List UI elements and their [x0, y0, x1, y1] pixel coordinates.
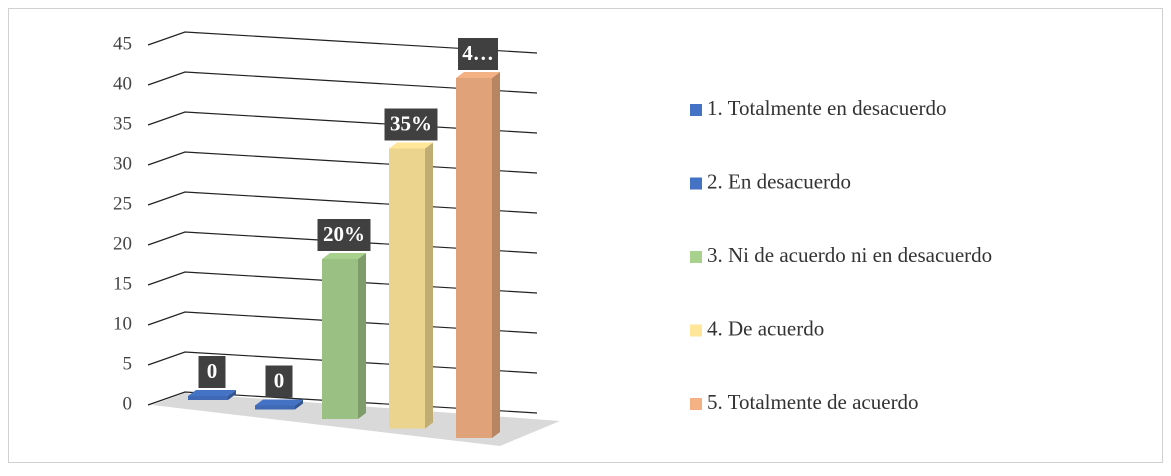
grid-line	[147, 31, 538, 54]
bar	[389, 142, 433, 429]
bar-side	[492, 72, 500, 438]
grid-line	[147, 71, 538, 94]
data-label: 35%	[390, 111, 432, 135]
bar-top	[322, 253, 366, 259]
legend-swatch	[690, 324, 702, 337]
bar-top	[188, 390, 236, 396]
bar-side	[228, 390, 236, 400]
data-label-box	[265, 365, 293, 398]
y-tick-label: 45	[113, 33, 132, 54]
legend-swatch	[690, 104, 702, 116]
data-label: 0	[207, 359, 218, 383]
data-label: 4…	[462, 41, 494, 65]
data-label-box	[458, 38, 498, 70]
bar-top	[255, 399, 303, 406]
bar-front	[456, 78, 492, 438]
legend-label: 2. En desacuerdo	[707, 169, 851, 193]
bar-front	[188, 396, 228, 400]
bar-front	[389, 148, 425, 429]
bar-side	[358, 253, 366, 419]
y-tick-label: 20	[113, 233, 132, 254]
bar-front	[255, 405, 295, 410]
bar-side	[425, 142, 433, 429]
data-label: 20%	[323, 222, 365, 246]
data-label-box	[317, 219, 371, 251]
y-tick-label: 0	[123, 393, 133, 414]
bar	[456, 72, 500, 438]
legend-swatch	[690, 398, 702, 410]
data-label: 0	[274, 368, 285, 392]
bar-side	[295, 399, 303, 410]
y-tick-label: 25	[113, 193, 132, 214]
bar	[322, 253, 366, 419]
legend-label: 1. Totalmente en desacuerdo	[707, 96, 947, 120]
legend-label: 4. De acuerdo	[707, 316, 824, 340]
y-tick-label: 30	[113, 153, 132, 174]
bar	[188, 390, 236, 400]
data-label-box	[198, 356, 226, 388]
legend-swatch	[690, 177, 702, 190]
bar	[255, 399, 303, 410]
bar-top	[389, 142, 433, 149]
y-tick-label: 15	[113, 273, 132, 294]
y-tick-label: 5	[123, 353, 133, 374]
legend-swatch	[690, 251, 702, 263]
bar-top	[456, 72, 500, 78]
y-tick-label: 40	[113, 73, 132, 94]
bar-front	[322, 259, 358, 419]
legend-label: 3. Ni de acuerdo ni en desacuerdo	[707, 243, 992, 267]
y-tick-label: 10	[113, 313, 132, 334]
y-tick-label: 35	[113, 113, 132, 134]
data-label-box	[384, 108, 438, 141]
legend-label: 5. Totalmente de acuerdo	[707, 390, 919, 414]
